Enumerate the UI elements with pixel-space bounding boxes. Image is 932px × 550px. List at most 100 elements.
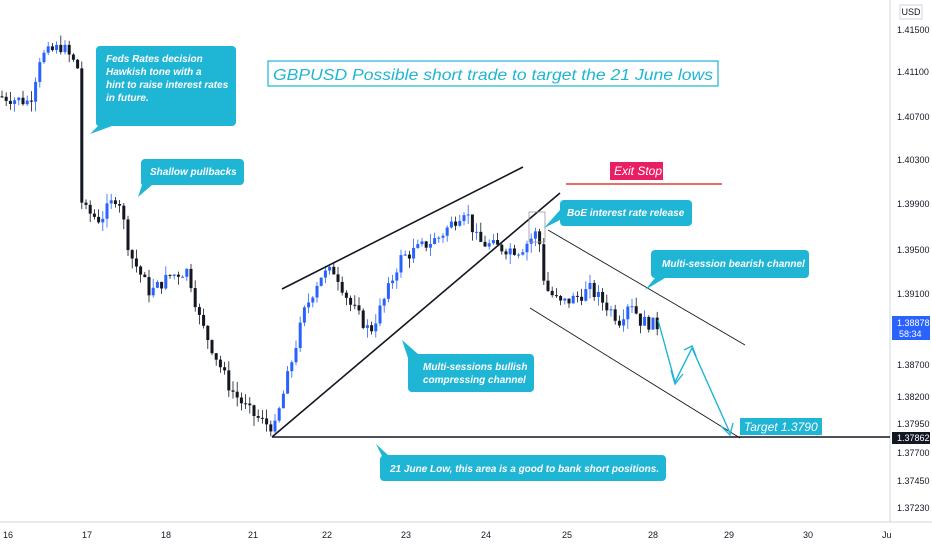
candle-body [651,317,655,330]
candle-body [130,250,134,259]
callout-feds-line: hint to raise interest rates [106,80,229,91]
candle-body [378,305,382,324]
candle-body [281,393,285,409]
bearish-channel-lower [529,307,741,439]
candle-body [323,270,327,278]
candle-body [328,266,332,271]
candle-body [134,258,138,267]
candle-body [67,44,71,55]
candle-body [84,202,88,205]
candle-body [470,214,474,233]
low-price-tag [892,432,930,444]
candle-body [139,266,143,275]
candle-body [29,100,33,102]
candle-body [512,248,516,255]
candle-body [601,291,605,303]
y-tick: 1.40300 [897,155,930,165]
candle-body [25,100,29,105]
currency-box[interactable] [899,4,923,20]
candle-body [416,244,420,248]
y-tick: 1.37230 [897,503,930,513]
x-tick: 30 [803,530,813,540]
candle-body [181,276,185,278]
candle-body [344,292,348,298]
candle-body [382,298,386,306]
candle-body [109,200,113,204]
candle-body [307,302,311,308]
candle-body [449,221,453,228]
candle-body [59,44,63,53]
callout-bullish-line: compressing channel [423,375,526,386]
candle-body [227,370,231,391]
candle-body [332,266,336,275]
candle-body [563,298,567,301]
callout-feds: Feds Rates decision Hawkish tone with a … [90,46,236,134]
candle-body [189,268,193,289]
callout-bearish-line: Multi-session bearish channel [662,259,805,270]
candle-body [349,297,353,305]
x-tick: Ju [882,530,892,540]
current-price-label: 1.38878 [897,318,930,328]
candle-body [567,298,571,304]
x-tick: 21 [248,530,258,540]
candle-body [609,309,613,311]
projected-path [657,319,731,434]
candle-body [126,219,130,251]
candle-body [559,296,563,301]
candle-body [491,240,495,244]
x-tick: 29 [724,530,734,540]
callout-low: 21 June Low, this area is a good to bank… [376,444,666,481]
candle-body [118,204,122,206]
y-axis[interactable]: 1.41500 1.41100 1.40700 1.40300 1.39900 … [897,25,930,513]
candles [0,35,659,437]
projected-path-arrow-2 [683,345,697,357]
candle-body [235,391,239,398]
candle-body [273,420,277,432]
candle-body [487,243,491,247]
y-tick: 1.41500 [897,25,930,35]
candle-body [374,323,378,332]
y-tick: 1.40700 [897,112,930,122]
x-tick: 18 [161,530,171,540]
candle-body [122,205,126,220]
bullish-channel-lower [271,192,561,438]
bullish-channel-upper [281,166,524,290]
candle-body [386,283,390,299]
x-axis[interactable]: 16 17 18 21 22 23 24 25 28 29 30 Ju [3,530,892,540]
candle-body [403,254,407,256]
candle-body [113,200,117,205]
candle-body [80,68,84,203]
candle-body [365,325,369,328]
callout-bullish-line: Multi-sessions bullish [423,362,527,373]
candle-body [176,274,180,277]
candle-body [172,274,176,276]
candle-body [588,282,592,290]
candle-body [584,289,588,301]
candle-body [71,54,75,60]
candle-body [269,424,273,432]
x-tick: 24 [481,530,491,540]
candle-body [370,325,374,332]
candle-body [475,231,479,233]
y-tick: 1.39100 [897,289,930,299]
candle-body [252,405,256,417]
bearish-channel-upper [547,229,746,346]
candle-body [34,81,38,102]
candle-body [592,282,596,297]
candle-body [101,218,105,223]
x-tick: 28 [648,530,658,540]
candle-body [42,52,46,63]
candle-body [407,254,411,259]
candle-body [210,340,214,354]
candle-body [500,244,504,252]
candle-body [399,255,403,273]
currency-label: USD [901,7,921,17]
candle-body [160,281,164,289]
candle-body [13,100,17,104]
candle-body [206,325,210,341]
candle-body [97,216,101,223]
title-box [267,60,719,87]
y-tick: 1.41100 [897,67,929,77]
candle-body [256,416,260,418]
